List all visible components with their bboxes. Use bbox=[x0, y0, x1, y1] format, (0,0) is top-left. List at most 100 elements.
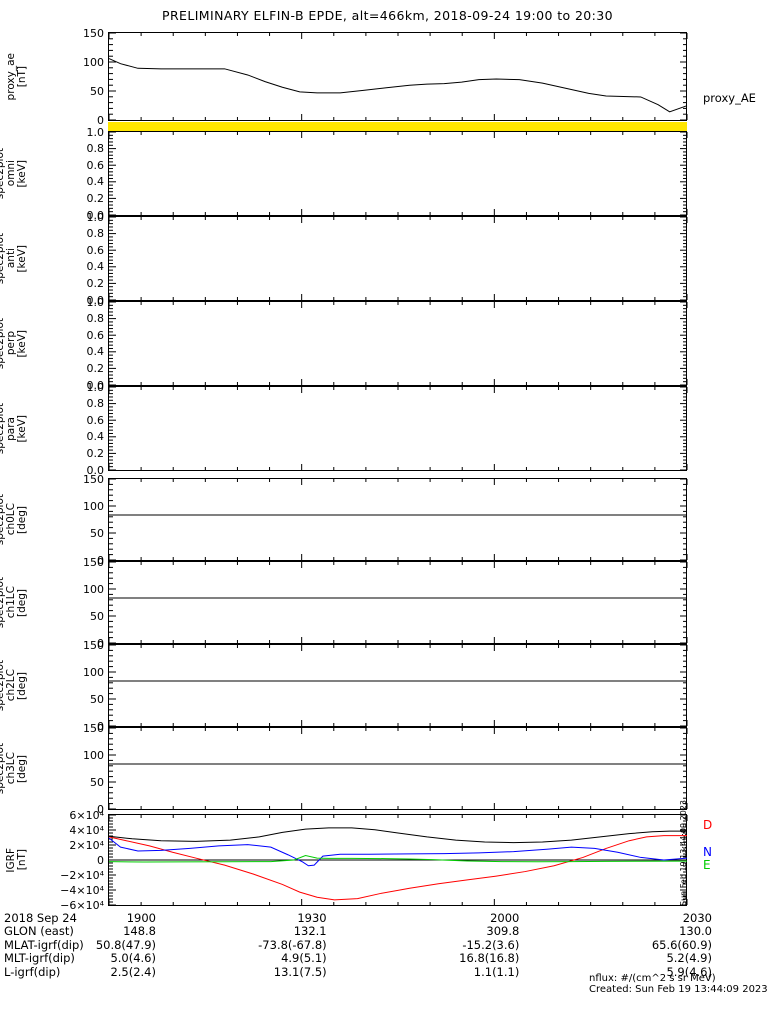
ytick-en-para-0: 1.0 bbox=[86, 380, 105, 394]
ytick-en-anti-1: 0.8 bbox=[86, 227, 105, 241]
ytick-igrf-2: 2×10⁴ bbox=[69, 838, 104, 852]
trace-proxy-ae bbox=[108, 58, 688, 113]
xaxis-value: 65.6(60.9) bbox=[651, 937, 712, 952]
xaxis-value: 13.1(7.5) bbox=[273, 964, 327, 979]
trace-igrf-d bbox=[108, 835, 687, 901]
xaxis-value: 5.9(4.6) bbox=[666, 964, 712, 979]
ytick-en-perp-3: 0.4 bbox=[86, 345, 105, 359]
xaxis-value: -15.2(3.6) bbox=[462, 937, 520, 952]
panel-en-para bbox=[108, 386, 688, 471]
ytick-pa-ch1lc-3: 0 bbox=[97, 636, 104, 650]
panel-plotarea-en-omni bbox=[108, 131, 688, 216]
xaxis-value: 1.1(1.1) bbox=[473, 964, 520, 979]
ylabel-en-perp: elbpefenspec2plotperp[keV] bbox=[0, 301, 28, 386]
ytick-en-para-3: 0.4 bbox=[86, 430, 105, 444]
footer-created: Created: Sun Feb 19 13:44:09 2023 bbox=[589, 984, 768, 995]
ytick-igrf-1: 4×10⁴ bbox=[69, 823, 104, 837]
ytick-en-anti-0: 1.0 bbox=[86, 210, 105, 224]
ytick-en-perp-2: 0.6 bbox=[86, 328, 105, 342]
xaxis-value: 16.8(16.8) bbox=[459, 951, 520, 966]
ytick-en-para-2: 0.6 bbox=[86, 413, 105, 427]
ylabel-line: [keV] bbox=[16, 244, 28, 273]
xaxis-row: MLT-igrf(dip) 5.0(4.6) 4.9(5.1) 16.8(16.8) 5… bbox=[0, 951, 775, 966]
highlight-bar bbox=[108, 122, 687, 131]
ytick-proxy-ae-1: 100 bbox=[83, 55, 104, 69]
ylabel-pa-ch3lc: elbpefpaspec2plotch3LC[deg] bbox=[0, 727, 28, 810]
ytick-pa-ch1lc-1: 100 bbox=[83, 582, 104, 596]
trace-igrf-total bbox=[108, 827, 687, 844]
xaxis-value: 148.8 bbox=[123, 924, 156, 939]
ytick-igrf-5: −4×10⁴ bbox=[60, 883, 104, 897]
ytick-en-perp-0: 1.0 bbox=[86, 295, 105, 309]
ylabel-en-anti: elbpefenspec2plotanti[keV] bbox=[0, 216, 28, 301]
xaxis-row-label: MLAT-igrf(dip) bbox=[4, 937, 84, 952]
igrf-side-timestamp: Sun Feb 19 13:44:09 2023 bbox=[679, 799, 688, 906]
ylabel-proxy-ae: proxy_ae [nT] bbox=[5, 32, 28, 121]
panel-pa-ch1lc bbox=[108, 561, 688, 644]
panel-plotarea-en-para bbox=[108, 386, 688, 471]
xaxis-row: L-igrf(dip) 2.5(2.4) 13.1(7.5) 1.1(1.1) 5.9(… bbox=[0, 964, 775, 979]
ytick-en-perp-5: 0.0 bbox=[86, 378, 105, 392]
panel-en-perp bbox=[108, 301, 688, 386]
ylabel-pa-ch2lc: elbpefpaspec2plotch2LC[deg] bbox=[0, 644, 28, 727]
ytick-pa-ch1lc-2: 50 bbox=[90, 609, 104, 623]
xaxis-row-label: GLON (east) bbox=[4, 924, 74, 939]
ytick-pa-ch2lc-0: 150 bbox=[83, 638, 104, 652]
ytick-en-omni-3: 0.4 bbox=[86, 175, 105, 189]
ytick-en-anti-5: 0.0 bbox=[86, 293, 105, 307]
ytick-en-anti-4: 0.2 bbox=[86, 276, 105, 290]
xaxis-value: 130.0 bbox=[679, 924, 712, 939]
ytick-proxy-ae-0: 150 bbox=[83, 26, 104, 40]
ytick-proxy-ae-3: 0 bbox=[97, 113, 104, 127]
igrf-legend-e: E bbox=[703, 858, 711, 872]
ylabel-line: [deg] bbox=[16, 754, 28, 783]
legend-proxy-ae: proxy_AE bbox=[703, 91, 756, 105]
panel-pa-ch3lc bbox=[108, 727, 688, 810]
ytick-igrf-3: 0 bbox=[97, 853, 104, 867]
footer-units: nflux: #/(cm^2 s sr MeV) bbox=[589, 973, 716, 984]
ylabel-en-omni: elbpefenspec2plotomni[keV] bbox=[0, 131, 28, 216]
ylabel-line: [deg] bbox=[16, 671, 28, 700]
panel-plotarea-pa-ch2lc bbox=[108, 644, 688, 727]
ytick-pa-ch0lc-2: 50 bbox=[90, 526, 104, 540]
ytick-en-anti-2: 0.6 bbox=[86, 243, 105, 257]
igrf-legend-d: D bbox=[703, 818, 713, 832]
ylabel-line: [nT] bbox=[16, 849, 28, 871]
ylabel-line: [nT] bbox=[16, 65, 28, 88]
panel-plotarea-proxy-ae bbox=[108, 32, 688, 121]
xaxis-value: 5.2(4.9) bbox=[666, 951, 712, 966]
ytick-en-para-4: 0.2 bbox=[86, 446, 105, 460]
xaxis-value: 309.8 bbox=[486, 924, 520, 939]
panel-plotarea-en-anti bbox=[108, 216, 688, 301]
panel-en-anti bbox=[108, 216, 688, 301]
panel-plotarea-igrf bbox=[108, 814, 688, 906]
ytick-en-anti-3: 0.4 bbox=[86, 260, 105, 274]
ylabel-line: [keV] bbox=[16, 329, 28, 358]
ytick-pa-ch0lc-1: 100 bbox=[83, 499, 104, 513]
xaxis-value: -73.8(-67.8) bbox=[258, 937, 327, 952]
ytick-en-omni-2: 0.6 bbox=[86, 158, 105, 172]
ylabel-pa-ch0lc: elbpefpaspec2plotch0LC[deg] bbox=[0, 478, 28, 561]
ytick-en-para-5: 0.0 bbox=[86, 463, 105, 477]
xaxis-row: GLON (east) 148.8 132.1 309.8 130.0 bbox=[0, 924, 775, 939]
ytick-pa-ch0lc-0: 150 bbox=[83, 472, 104, 486]
ylabel-line: [keV] bbox=[16, 414, 28, 443]
panel-plotarea-pa-ch0lc bbox=[108, 478, 688, 561]
panel-proxy-ae bbox=[108, 32, 688, 121]
ytick-pa-ch3lc-2: 50 bbox=[90, 775, 104, 789]
ylabel-line: [keV] bbox=[16, 159, 28, 188]
ytick-en-para-1: 0.8 bbox=[86, 397, 105, 411]
xaxis-row-label: 2018 Sep 24 bbox=[4, 911, 77, 925]
ytick-igrf-4: −2×10⁴ bbox=[60, 868, 104, 882]
xaxis-value: 1900 bbox=[126, 911, 156, 925]
xaxis-value: 5.0(4.6) bbox=[110, 951, 156, 966]
xaxis-value: 1930 bbox=[297, 911, 327, 925]
ytick-igrf-6: −6×10⁴ bbox=[60, 898, 104, 912]
ylabel-igrf: IGRF [nT] bbox=[5, 814, 28, 906]
trace-igrf-e bbox=[108, 854, 688, 863]
ytick-en-omni-0: 1.0 bbox=[86, 125, 105, 139]
xaxis-row-label: MLT-igrf(dip) bbox=[4, 951, 75, 966]
panel-igrf bbox=[108, 814, 688, 906]
ytick-pa-ch1lc-0: 150 bbox=[83, 555, 104, 569]
ytick-pa-ch3lc-3: 0 bbox=[97, 802, 104, 816]
